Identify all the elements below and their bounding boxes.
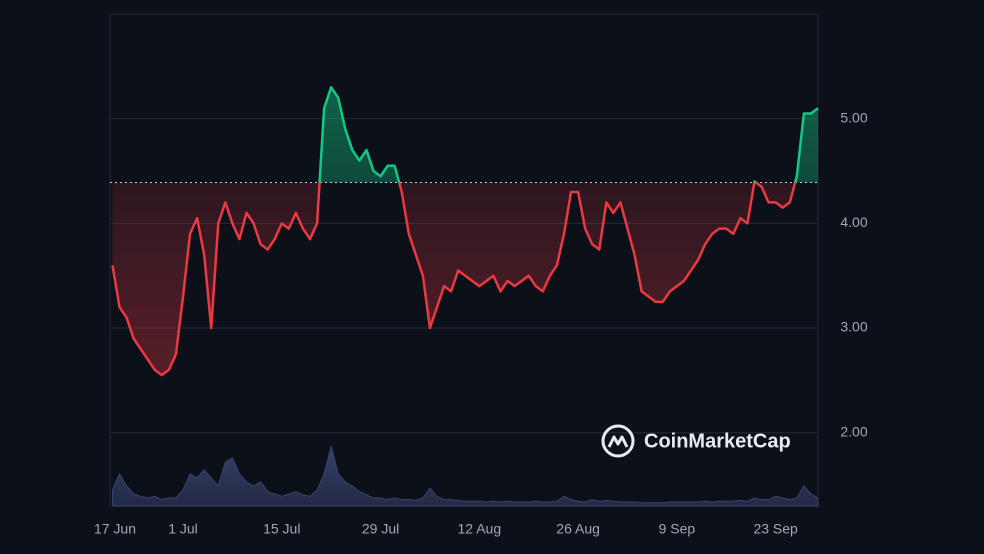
x-tick-label: 9 Sep — [659, 521, 696, 537]
x-tick-label: 12 Aug — [458, 521, 502, 537]
price-line-down — [111, 182, 797, 377]
x-tick-label: 17 Jun — [94, 521, 136, 537]
x-tick-label: 1 Jul — [168, 521, 198, 537]
y-tick-label: 3.00 — [840, 319, 867, 335]
y-tick-label: 5.00 — [840, 109, 867, 125]
watermark: CoinMarketCap — [601, 424, 791, 458]
x-tick-label: 15 Jul — [263, 521, 300, 537]
y-tick-label: 4.00 — [840, 214, 867, 230]
x-tick-label: 29 Jul — [362, 521, 399, 537]
watermark-logo — [601, 424, 635, 458]
watermark-logo-mark — [607, 435, 629, 448]
x-tick-label: 26 Aug — [556, 521, 600, 537]
watermark-text: CoinMarketCap — [644, 430, 791, 452]
price-area-down — [112, 182, 796, 376]
y-tick-label: 2.00 — [840, 423, 867, 439]
x-tick-label: 23 Sep — [753, 521, 798, 537]
volume-area — [111, 445, 819, 507]
